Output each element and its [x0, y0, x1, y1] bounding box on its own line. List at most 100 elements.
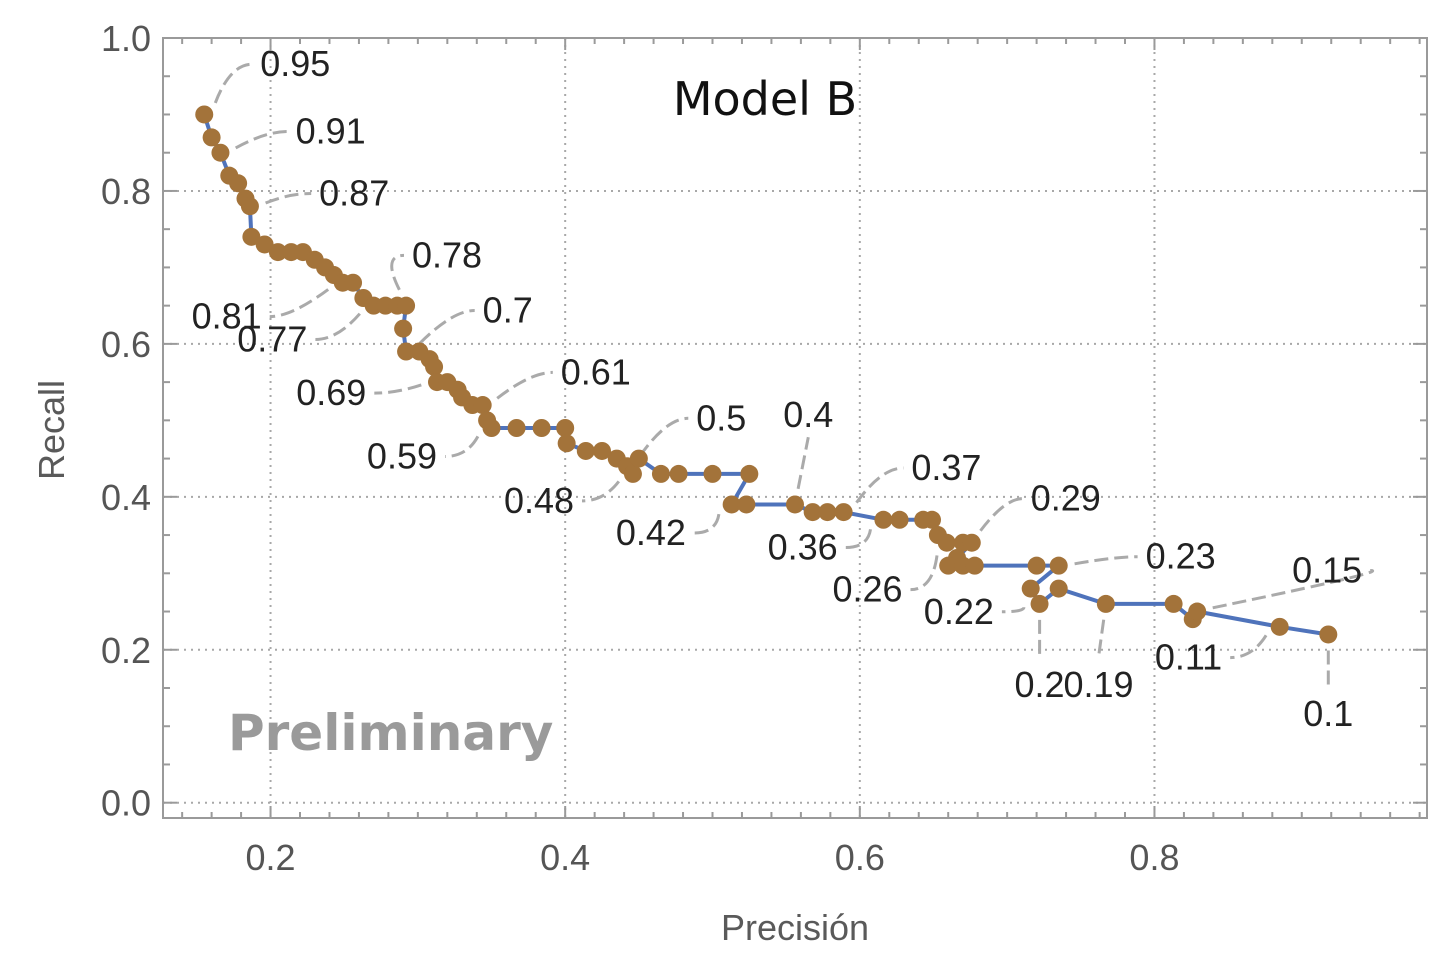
pr-point	[1096, 594, 1115, 613]
threshold-label: 0.2	[1015, 664, 1065, 705]
pr-point	[507, 419, 526, 437]
pr-point	[268, 243, 287, 262]
pr-point	[1270, 617, 1289, 636]
pr-point	[1188, 602, 1207, 621]
threshold-label: 0.15	[1292, 549, 1362, 590]
threshold-label: 0.77	[237, 319, 307, 360]
pr-point	[255, 235, 274, 254]
pr-point	[557, 434, 576, 453]
pr-point	[1021, 579, 1040, 598]
pr-point	[482, 419, 501, 437]
threshold-leader	[1001, 606, 1026, 614]
pr-point	[344, 273, 363, 292]
threshold-leader	[910, 555, 939, 592]
pr-point	[834, 503, 853, 522]
pr-point	[394, 319, 413, 338]
pr-point	[722, 495, 741, 514]
x-tick-label: 0.6	[835, 837, 885, 878]
x-axis-title: Precisión	[721, 907, 869, 948]
threshold-label: 0.23	[1146, 536, 1216, 577]
pr-point	[623, 464, 642, 483]
threshold-label: 0.19	[1063, 664, 1133, 705]
pr-point	[874, 510, 893, 529]
threshold-leader	[855, 466, 904, 504]
axis-ticks: 0.2 0.4 0.6 0.8 0.0 0.2 0.4 0.6 0.8 1.0	[101, 18, 1427, 878]
pr-point	[937, 533, 956, 552]
threshold-leader	[374, 383, 422, 395]
pr-point	[737, 495, 756, 514]
pr-point	[703, 464, 722, 483]
pr-point	[593, 441, 612, 460]
pr-point	[397, 342, 416, 361]
threshold-leader	[444, 435, 480, 458]
pr-point	[1164, 594, 1183, 613]
threshold-leader-lines	[213, 62, 1374, 687]
threshold-label: 0.59	[367, 436, 437, 477]
threshold-label: 0.91	[296, 111, 366, 152]
threshold-label: 0.78	[412, 234, 482, 275]
threshold-label: 0.36	[768, 527, 838, 568]
pr-point	[576, 441, 595, 460]
threshold-labels: 0.95 0.91 0.87 0.78 0.81 0.7 0.77 0.69 0.61 0.59 0…	[192, 43, 1363, 734]
threshold-label: 0.61	[561, 351, 631, 392]
threshold-label: 0.22	[924, 591, 994, 632]
threshold-label: 0.42	[616, 512, 686, 553]
pr-point	[556, 419, 575, 437]
y-axis-title: Recall	[31, 380, 72, 480]
pr-point	[1049, 579, 1068, 598]
pr-point	[240, 197, 259, 216]
pr-point	[425, 357, 444, 376]
y-tick-label: 0.4	[101, 477, 151, 518]
pr-point	[195, 105, 214, 124]
pr-point	[1030, 594, 1049, 613]
threshold-leader	[418, 309, 475, 345]
plot-frame	[162, 37, 1428, 819]
threshold-leader	[1097, 619, 1106, 658]
pr-point	[740, 464, 759, 483]
pr-point	[1049, 556, 1068, 575]
pr-point	[229, 174, 248, 193]
threshold-leader	[1230, 634, 1268, 660]
pr-point	[669, 464, 688, 483]
threshold-label: 0.29	[1031, 478, 1101, 519]
pr-point	[397, 296, 416, 315]
pr-point	[890, 510, 909, 529]
threshold-leader	[213, 62, 253, 104]
pr-point	[965, 556, 984, 575]
threshold-label: 0.26	[832, 569, 902, 610]
pr-point	[473, 396, 492, 415]
threshold-label: 0.87	[319, 172, 389, 213]
y-tick-label: 0.8	[101, 171, 151, 212]
pr-point	[923, 510, 942, 529]
x-tick-label: 0.2	[246, 837, 296, 878]
threshold-leader	[1212, 569, 1374, 610]
pr-point	[962, 533, 981, 552]
pr-points	[195, 105, 1338, 644]
pr-point	[211, 143, 230, 162]
threshold-label: 0.5	[696, 397, 746, 438]
x-tick-label: 0.8	[1129, 837, 1179, 878]
threshold-label: 0.7	[483, 289, 533, 330]
threshold-label: 0.37	[911, 447, 981, 488]
threshold-leader	[581, 480, 620, 503]
pr-point	[818, 503, 837, 522]
pr-point	[786, 495, 804, 514]
threshold-label: 0.4	[783, 394, 833, 435]
y-tick-label: 0.0	[101, 783, 151, 824]
threshold-leader	[693, 513, 721, 535]
pr-point	[242, 227, 261, 246]
threshold-label: 0.1	[1303, 693, 1353, 734]
threshold-label: 0.11	[1155, 637, 1222, 678]
threshold-leader	[845, 528, 872, 549]
threshold-leader	[315, 312, 361, 341]
threshold-leader	[265, 192, 312, 205]
threshold-leader	[796, 436, 810, 490]
threshold-label: 0.95	[260, 43, 330, 84]
y-tick-label: 1.0	[101, 18, 151, 59]
threshold-label: 0.48	[504, 480, 574, 521]
threshold-leader	[269, 288, 330, 319]
pr-point	[939, 556, 958, 575]
pr-point	[1319, 625, 1338, 644]
y-tick-label: 0.6	[101, 324, 151, 365]
